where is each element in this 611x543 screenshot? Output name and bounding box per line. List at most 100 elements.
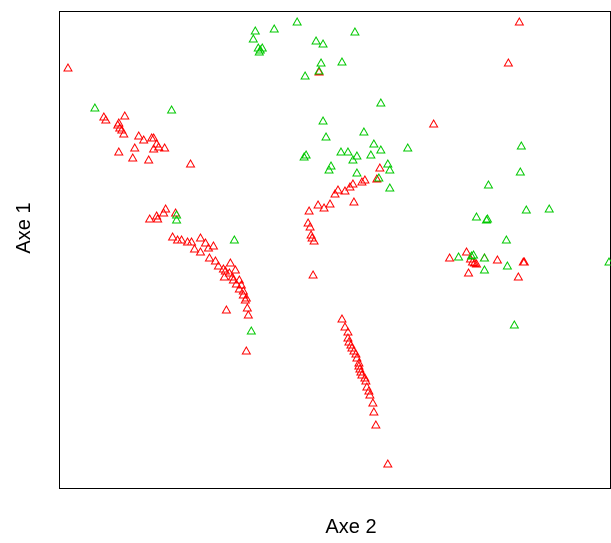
data-point — [482, 213, 493, 223]
data-point — [503, 57, 514, 67]
data-point — [229, 234, 240, 244]
data-point — [463, 267, 474, 277]
data-point — [299, 151, 309, 161]
data-point — [213, 260, 224, 270]
data-point — [479, 264, 490, 274]
data-point — [471, 211, 482, 221]
data-point — [234, 283, 245, 293]
data-point — [479, 252, 490, 262]
data-point — [113, 146, 124, 156]
data-point — [234, 274, 245, 284]
data-point — [314, 65, 324, 75]
data-point — [144, 213, 155, 223]
data-point — [359, 126, 369, 136]
points-layer — [63, 16, 611, 468]
data-point — [243, 309, 254, 319]
data-point — [483, 179, 494, 189]
data-point — [371, 173, 382, 183]
data-point — [469, 257, 480, 267]
data-point — [221, 304, 232, 314]
data-point — [303, 217, 313, 227]
data-point — [240, 294, 251, 304]
data-point — [324, 164, 334, 174]
data-point — [152, 213, 163, 223]
data-point — [402, 142, 413, 152]
data-point — [352, 150, 362, 160]
data-point — [148, 132, 159, 142]
data-point — [604, 256, 611, 266]
data-point — [360, 372, 370, 382]
data-point — [382, 158, 393, 168]
data-point — [189, 243, 200, 253]
data-point — [114, 122, 125, 132]
data-point — [468, 249, 479, 259]
data-point — [316, 57, 326, 67]
data-point — [160, 203, 171, 213]
data-point — [210, 255, 221, 265]
data-point — [368, 397, 378, 407]
data-point — [337, 313, 347, 323]
data-point — [343, 332, 353, 342]
data-point — [350, 26, 360, 36]
data-point — [218, 263, 229, 273]
data-point — [375, 97, 386, 107]
data-point — [118, 128, 129, 138]
data-point — [516, 140, 527, 150]
plot-frame — [59, 11, 611, 489]
data-point — [509, 319, 520, 329]
data-point — [308, 269, 318, 279]
data-point — [515, 166, 526, 176]
data-point — [501, 234, 512, 244]
data-point — [467, 256, 478, 266]
x-axis-title: Axe 2 — [325, 516, 376, 538]
data-point — [382, 458, 393, 468]
data-point — [366, 149, 376, 159]
data-point — [492, 254, 503, 264]
data-point — [204, 252, 215, 262]
data-point — [370, 419, 381, 429]
data-point — [365, 389, 375, 399]
data-point — [133, 130, 144, 140]
data-point — [225, 257, 236, 267]
data-point — [195, 232, 206, 242]
data-point — [521, 204, 532, 214]
data-point — [352, 352, 362, 362]
data-point — [171, 214, 182, 224]
data-point — [230, 264, 241, 274]
data-point — [254, 46, 265, 56]
data-point — [269, 23, 280, 33]
data-point — [311, 35, 321, 45]
data-point — [340, 321, 350, 331]
data-point — [354, 360, 364, 370]
data-point — [127, 152, 138, 162]
data-point — [185, 158, 196, 168]
data-point — [159, 142, 170, 152]
data-point — [257, 42, 268, 52]
data-point — [238, 289, 249, 299]
data-point — [195, 246, 206, 256]
data-point — [346, 339, 356, 349]
data-point — [246, 325, 257, 335]
data-point — [337, 56, 347, 66]
data-point — [357, 369, 367, 379]
data-point — [228, 274, 239, 284]
data-point — [513, 271, 524, 281]
data-point — [471, 258, 482, 268]
data-point — [151, 210, 162, 220]
data-point — [355, 363, 365, 373]
data-point — [349, 196, 359, 206]
data-point — [242, 302, 253, 312]
data-point — [356, 366, 366, 376]
data-point — [321, 131, 331, 141]
data-point — [364, 385, 374, 395]
data-point — [384, 182, 395, 192]
data-point — [336, 146, 346, 156]
data-point — [231, 278, 242, 288]
data-point — [375, 144, 386, 154]
data-point — [333, 184, 343, 194]
data-point — [453, 251, 464, 261]
data-point — [292, 16, 302, 26]
data-point — [248, 33, 259, 43]
data-point — [544, 203, 555, 213]
